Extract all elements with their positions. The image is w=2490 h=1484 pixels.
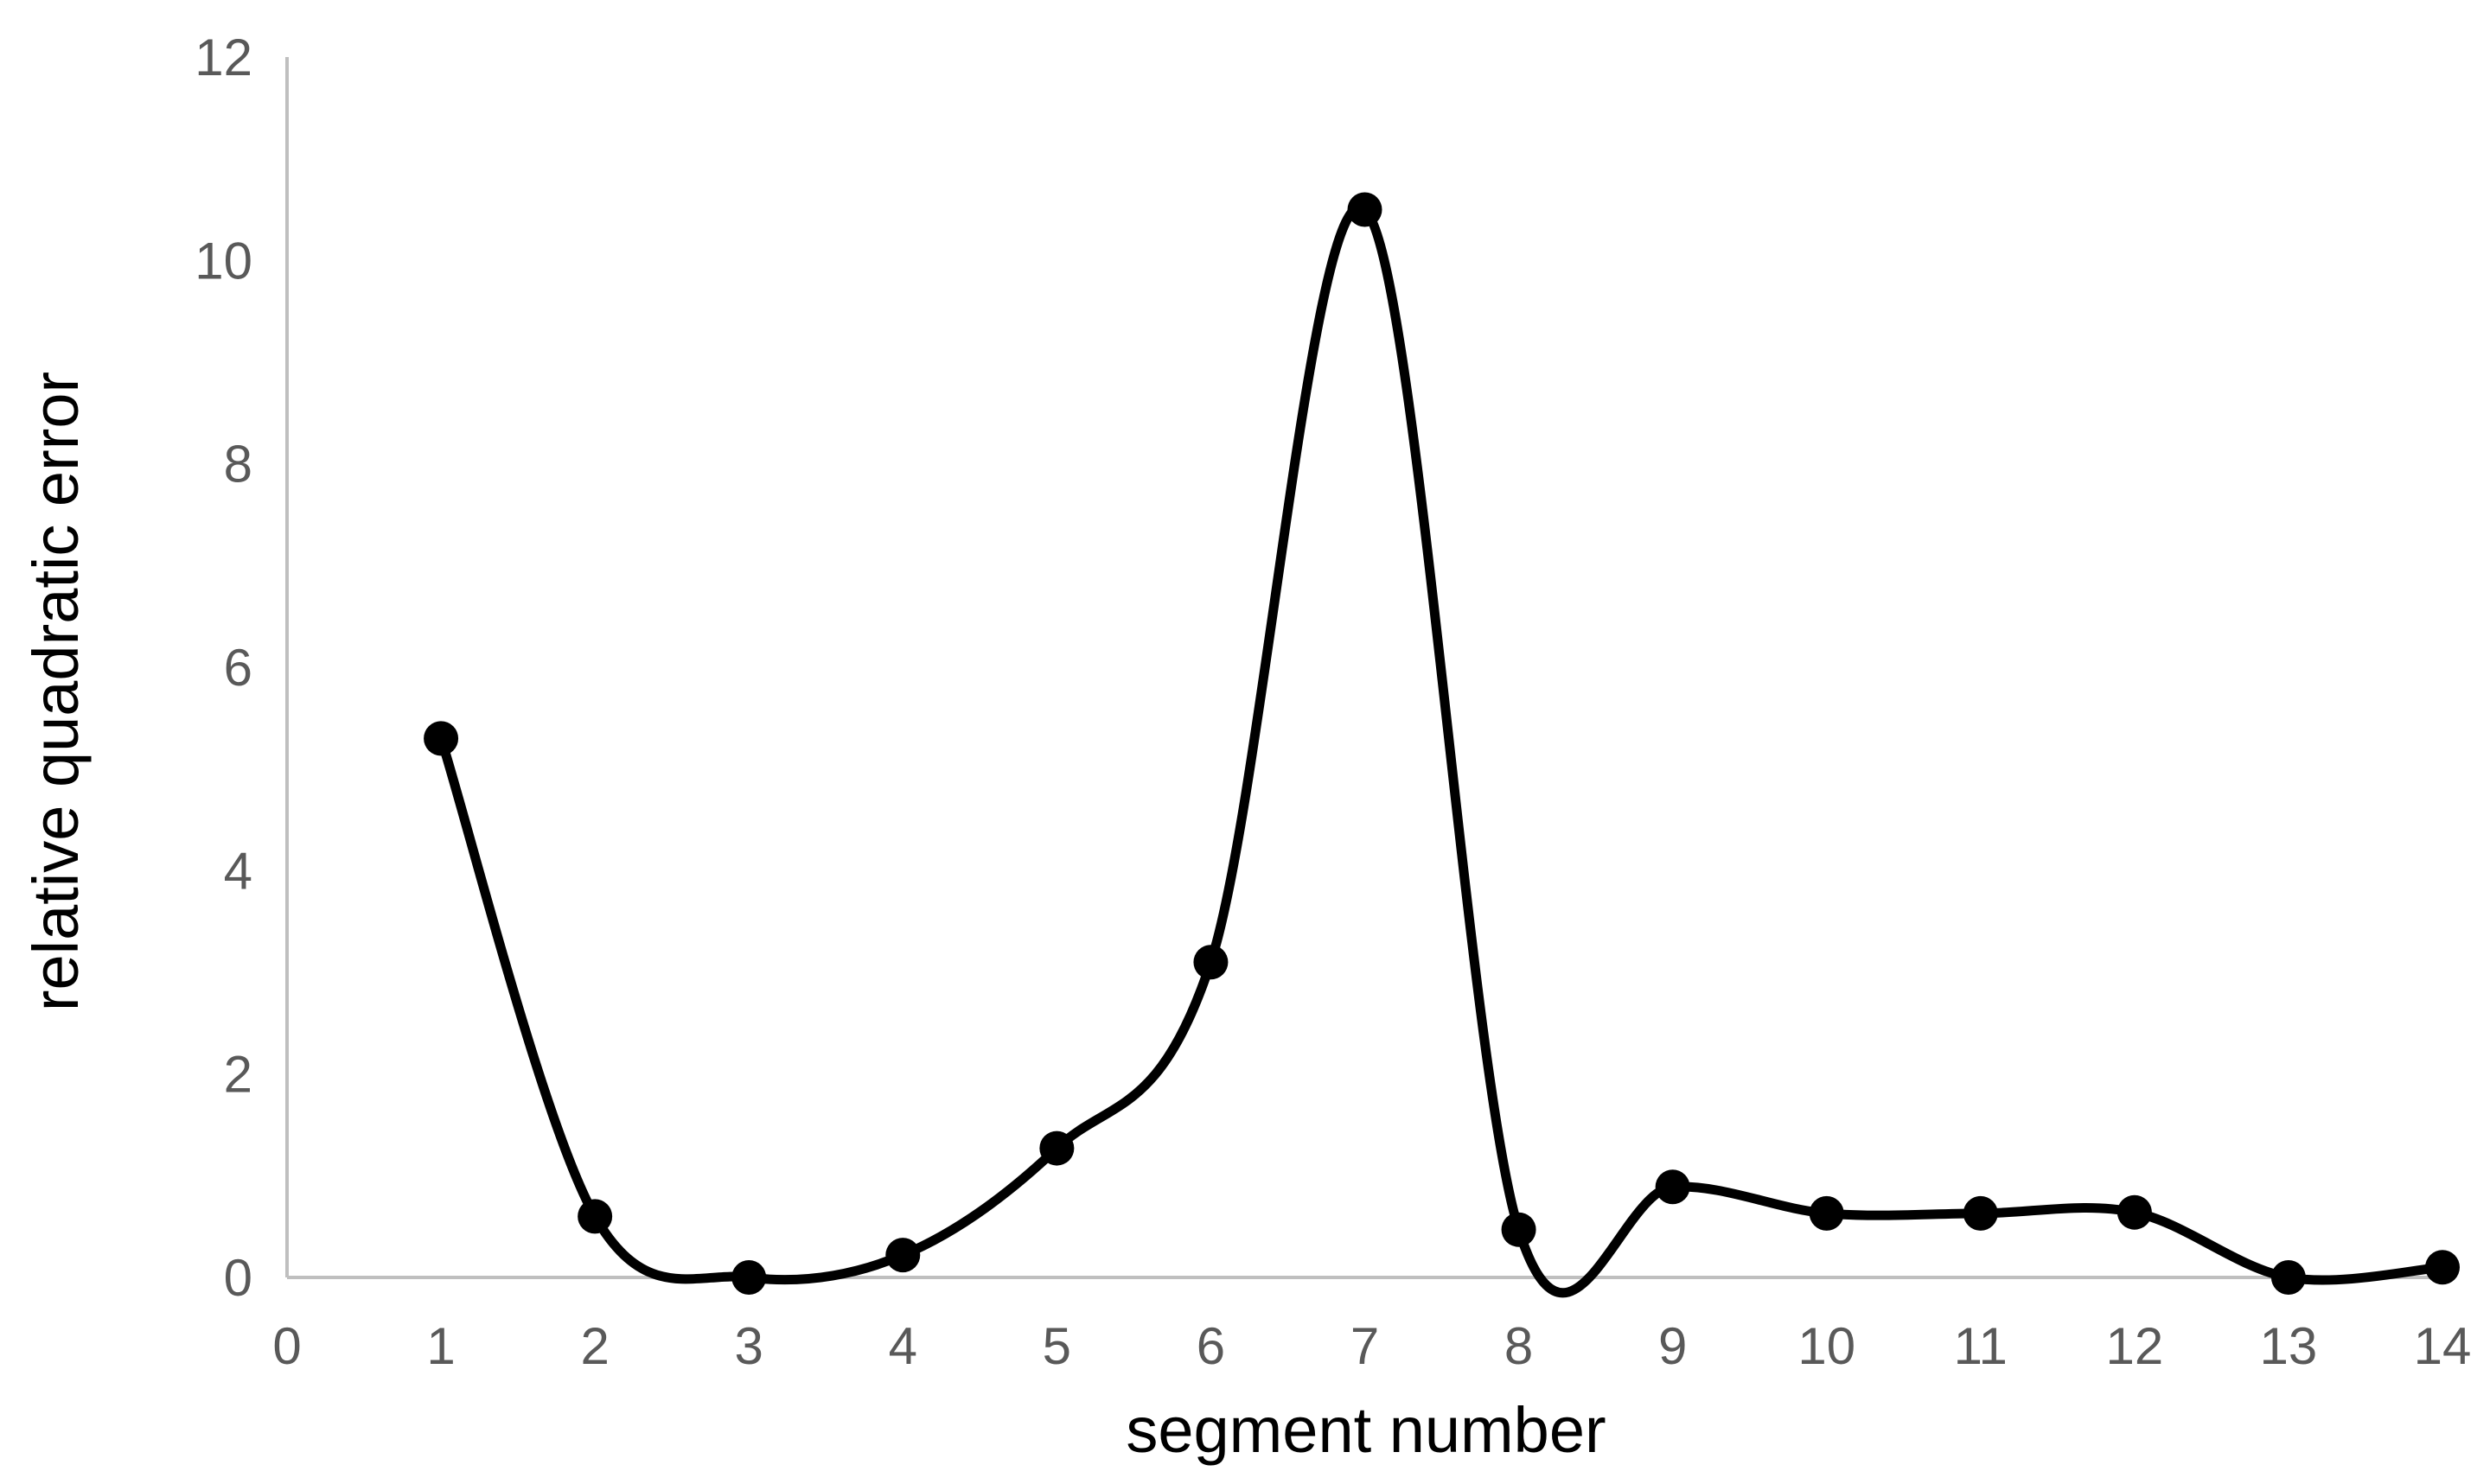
marker xyxy=(2425,1250,2460,1285)
marker xyxy=(885,1238,921,1273)
x-tick-label: 7 xyxy=(1350,1317,1379,1375)
x-tick-label: 8 xyxy=(1504,1317,1533,1375)
line xyxy=(436,202,2443,1298)
marker xyxy=(1039,1131,1075,1166)
marker xyxy=(1347,192,1382,227)
y-axis-title: relative quadratic error xyxy=(20,372,92,1011)
x-tick-label: 3 xyxy=(735,1317,763,1375)
y-tick-label: 10 xyxy=(195,232,252,290)
x-tick-label: 5 xyxy=(1043,1317,1071,1375)
marker xyxy=(2116,1194,2152,1230)
marker xyxy=(1501,1212,1536,1247)
y-tick-label: 0 xyxy=(224,1249,252,1307)
x-tick-label: 1 xyxy=(426,1317,455,1375)
y-tick-label: 2 xyxy=(224,1046,252,1104)
x-tick-label: 2 xyxy=(580,1317,609,1375)
x-tick-label: 9 xyxy=(1658,1317,1687,1375)
x-tick-label: 6 xyxy=(1197,1317,1225,1375)
x-tick-label: 13 xyxy=(2260,1317,2318,1375)
x-tick-label: 14 xyxy=(2414,1317,2472,1375)
marker xyxy=(424,721,459,756)
marker xyxy=(1655,1169,1690,1205)
x-tick-label: 12 xyxy=(2105,1317,2163,1375)
marker xyxy=(1809,1195,1844,1231)
marker xyxy=(578,1199,613,1234)
marker xyxy=(1193,945,1229,980)
y-tick-label: 6 xyxy=(224,639,252,697)
marker xyxy=(2270,1260,2306,1295)
x-tick-label: 11 xyxy=(1954,1317,2008,1375)
marker xyxy=(731,1260,767,1295)
marker xyxy=(1963,1195,1998,1231)
y-tick-label: 8 xyxy=(224,436,252,494)
x-tick-label: 0 xyxy=(272,1317,301,1375)
y-tick-label: 12 xyxy=(195,29,252,86)
x-tick-label: 10 xyxy=(1797,1317,1855,1375)
x-tick-label: 4 xyxy=(889,1317,917,1375)
y-tick-label: 4 xyxy=(224,842,252,900)
x-axis-title: segment number xyxy=(1126,1394,1606,1466)
